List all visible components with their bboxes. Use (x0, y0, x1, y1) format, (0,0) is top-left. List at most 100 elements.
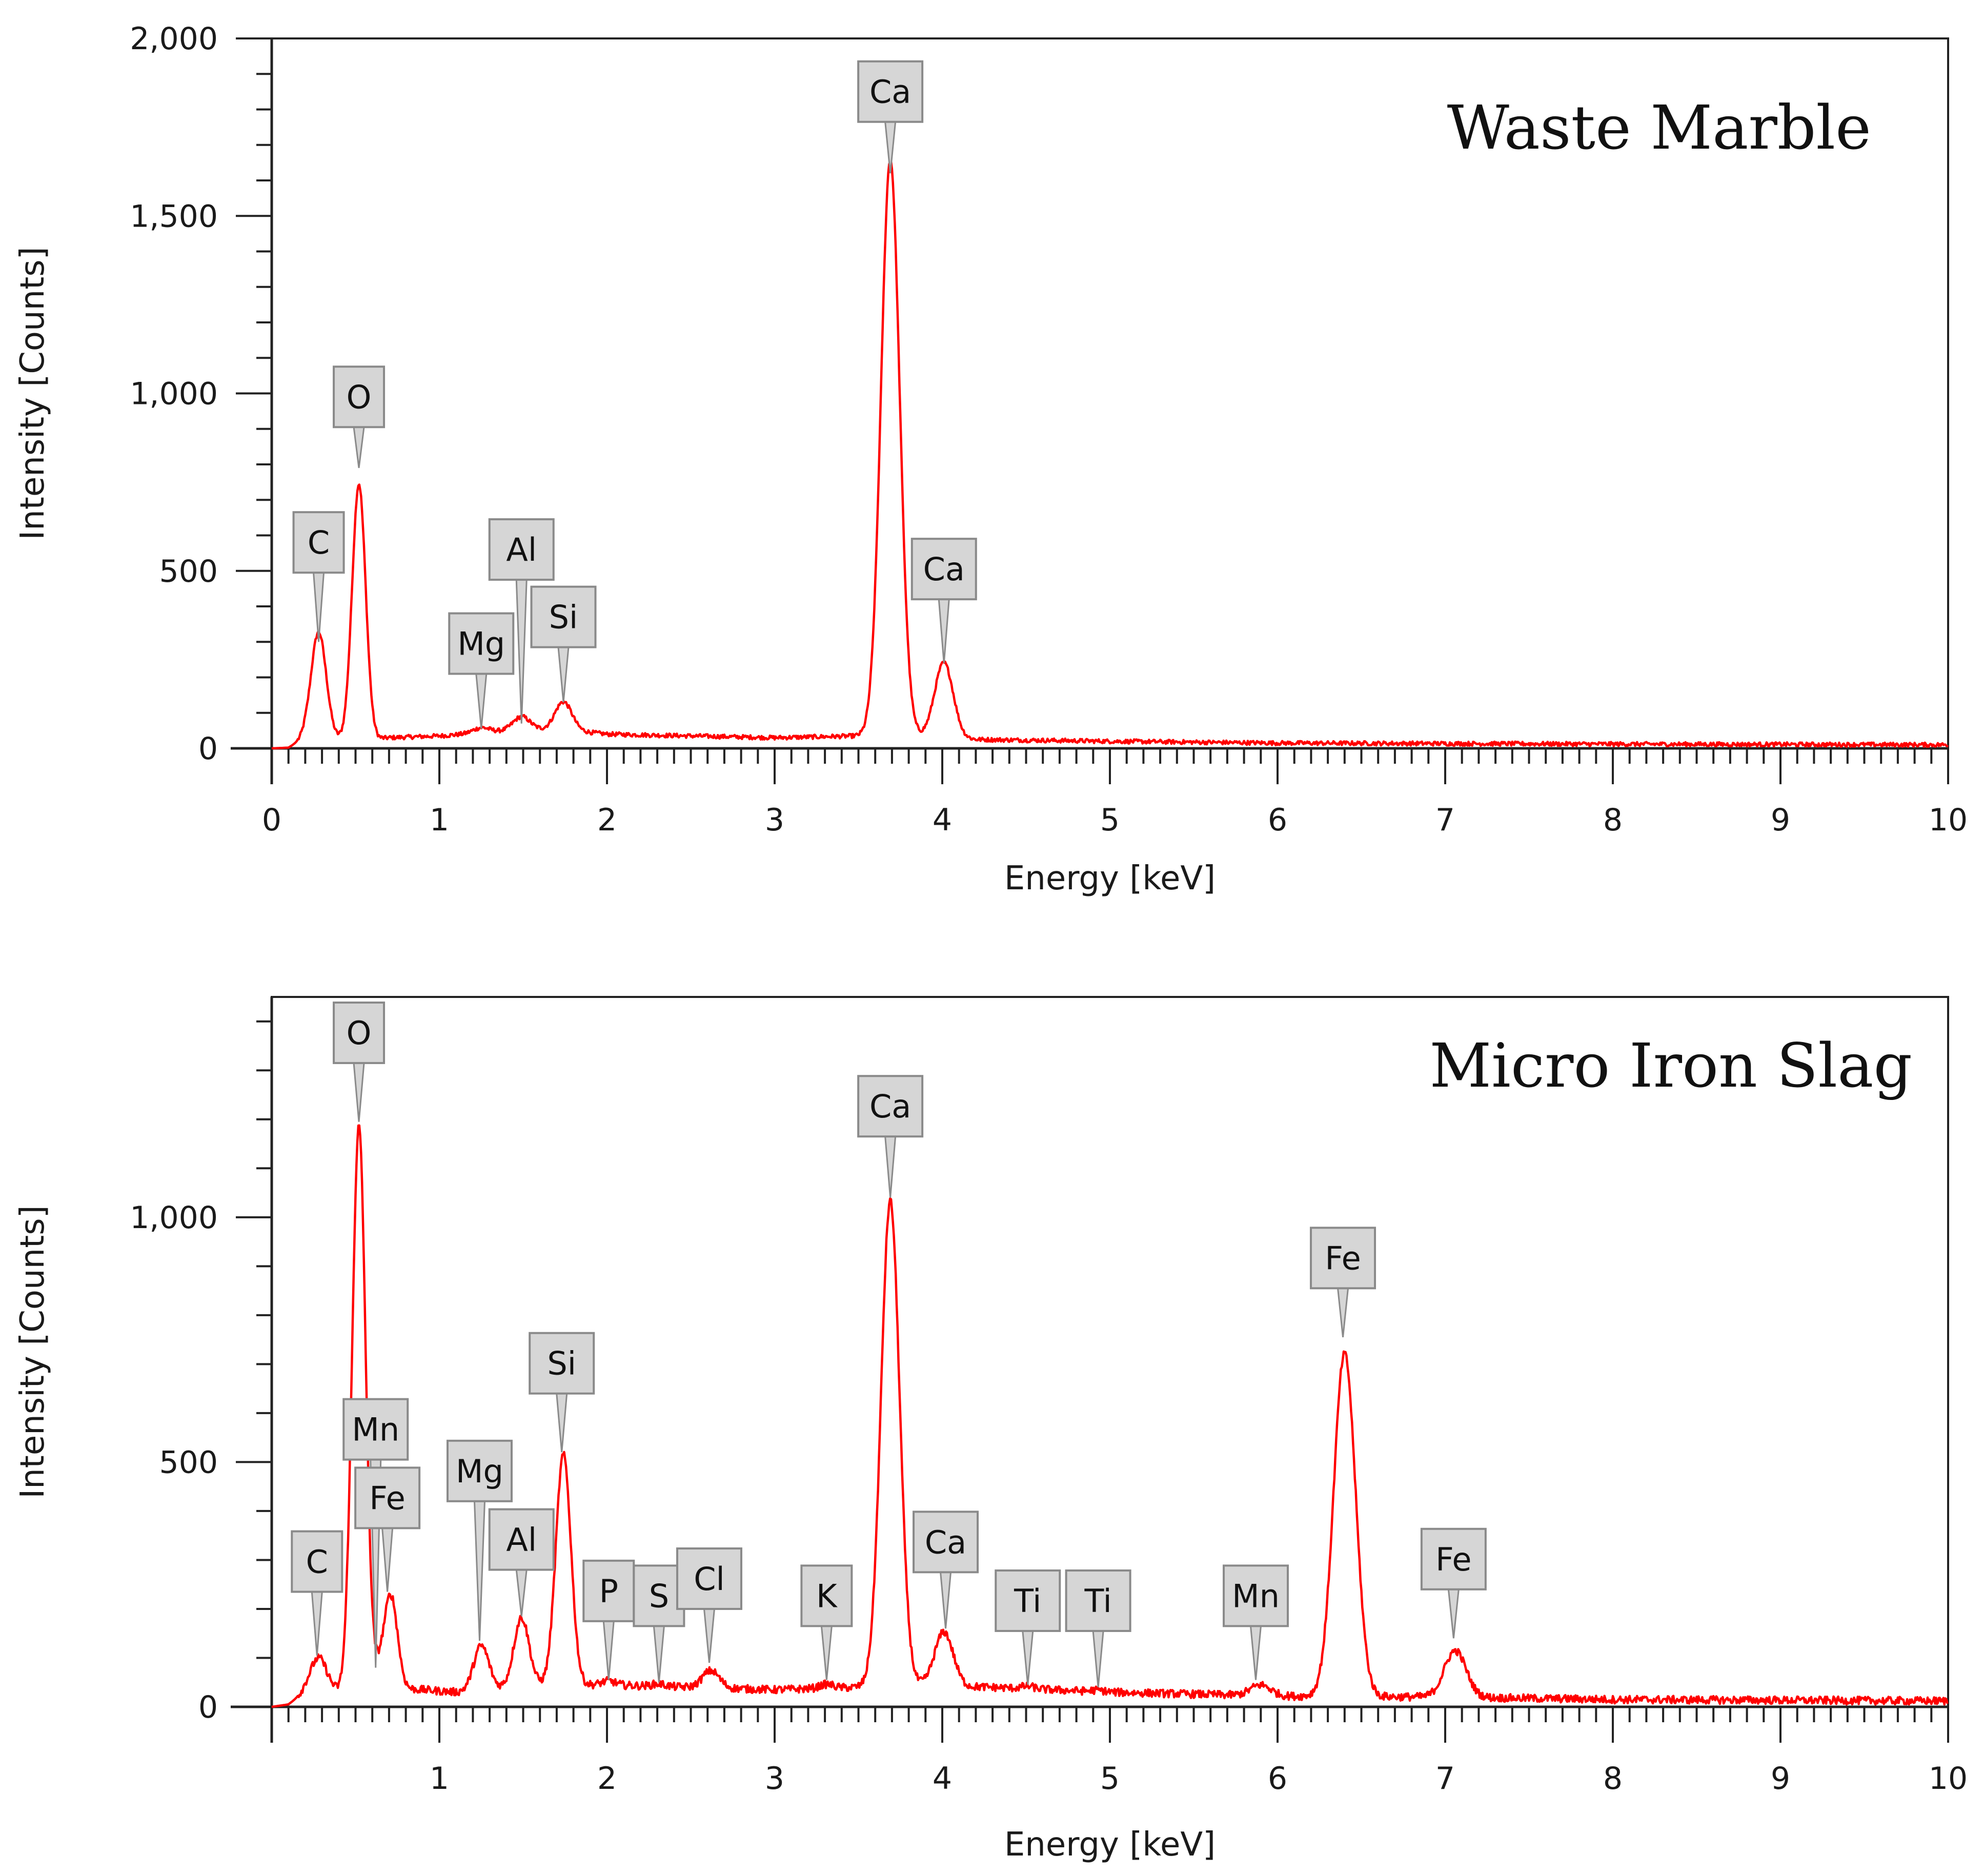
x-tick-label: 10 (1929, 802, 1968, 838)
peak-label-text: Al (506, 531, 537, 568)
peak-label-box (333, 1001, 386, 1064)
x-tick-label: 3 (765, 802, 784, 838)
chart-title: Micro Iron Slag (1429, 1030, 1912, 1101)
x-tick-label: 6 (1268, 1761, 1287, 1797)
peak-label-text: Fe (1435, 1541, 1471, 1578)
peak-label-mg: Mg (446, 1439, 513, 1641)
peak-label-box (529, 1332, 595, 1395)
y-tick-label: 500 (159, 554, 218, 589)
peak-label-text: Ti (1014, 1582, 1041, 1620)
x-tick-label: 1 (430, 802, 449, 838)
peak-label-box (800, 1564, 853, 1627)
peak-label-text: Si (549, 599, 578, 636)
y-tick-label: 0 (198, 731, 218, 767)
peak-label-box (1222, 1564, 1289, 1627)
x-axis-label: Energy [keV] (1004, 1826, 1216, 1864)
y-axis-label: Intensity [Counts] (14, 1205, 52, 1498)
peak-label-p: P (582, 1559, 635, 1680)
peak-label-ti: Ti (995, 1569, 1061, 1685)
peak-label-fe: Fe (1420, 1527, 1487, 1639)
peak-label-cl: Cl (676, 1547, 742, 1663)
peak-label-box (448, 612, 515, 675)
peak-label-o: O (333, 1001, 386, 1122)
peak-label-ca: Ca (857, 1075, 924, 1198)
x-tick-label: 10 (1929, 1761, 1968, 1797)
chart-title: Waste Marble (1447, 92, 1871, 163)
peak-label-fe: Fe (1310, 1227, 1376, 1338)
y-tick-label: 0 (198, 1689, 218, 1725)
x-tick-label: 8 (1603, 802, 1623, 838)
peak-label-text: Si (547, 1345, 576, 1382)
peak-label-al: Al (488, 1508, 555, 1617)
y-tick-label: 1,500 (130, 198, 218, 234)
peak-label-text: C (308, 524, 330, 561)
peak-label-al: Al (488, 518, 555, 724)
x-tick-label: 7 (1435, 1761, 1455, 1797)
waste-marble-panel: 0 1 2 3 4 5 6 7 8 9 10 0 500 1,000 1,500 2,000 Energy [k… (14, 21, 1968, 898)
peak-label-ti: Ti (1065, 1569, 1131, 1687)
peak-label-k: K (800, 1564, 853, 1680)
peak-label-box (342, 1398, 409, 1461)
y-tick-label: 500 (159, 1444, 218, 1480)
peak-label-box (857, 60, 924, 123)
peak-label-text: Ca (869, 1088, 911, 1125)
peak-label-box (446, 1439, 513, 1502)
peak-label-mn: Mn (342, 1398, 409, 1668)
peak-label-text: Ca (923, 550, 965, 588)
x-tick-label: 5 (1100, 802, 1120, 838)
peak-label-si: Si (530, 585, 597, 703)
peak-label-text: Fe (369, 1479, 405, 1517)
x-tick-label: 3 (765, 1761, 784, 1797)
peak-label-text: C (306, 1543, 328, 1581)
x-axis-label: Energy [keV] (1004, 860, 1216, 898)
peak-label-box (995, 1569, 1061, 1632)
peak-label-text: Mn (1232, 1577, 1280, 1615)
peak-label-ca: Ca (910, 538, 977, 663)
peak-label-box (354, 1466, 421, 1530)
peak-label-box (488, 518, 555, 581)
peak-label-text: Mg (456, 1453, 503, 1490)
peak-label-c: C (292, 511, 345, 642)
y-tick-label: 1,000 (130, 376, 218, 412)
x-tick-label: 1 (430, 1761, 449, 1797)
peak-label-text: Mg (457, 625, 505, 663)
peak-label-text: Ti (1084, 1582, 1112, 1620)
x-tick-label: 0 (262, 802, 281, 838)
peak-label-mn: Mn (1222, 1564, 1289, 1680)
peak-label-text: O (347, 1014, 372, 1052)
peak-label-fe: Fe (354, 1466, 421, 1592)
peak-label-box (1310, 1227, 1376, 1290)
peak-label-box (291, 1530, 343, 1593)
y-tick-label: 1,000 (130, 1200, 218, 1236)
spectrum-line (271, 1124, 1949, 1708)
peak-label-box (857, 1075, 924, 1138)
micro-iron-slag-panel: 1 2 3 4 5 6 7 8 9 10 0 500 1,000 Energy [keV] Intensit… (14, 996, 1968, 1864)
x-tick-label: 2 (597, 802, 617, 838)
spectrum-line (271, 160, 1949, 750)
peak-label-box (913, 1511, 979, 1574)
y-axis-label: Intensity [Counts] (14, 247, 52, 540)
peak-label-text: S (649, 1577, 669, 1615)
x-tick-label: 6 (1268, 802, 1287, 838)
peak-label-mg: Mg (448, 612, 515, 729)
x-tick-label: 9 (1771, 802, 1790, 838)
peak-label-box (333, 365, 386, 429)
peak-label-text: Ca (925, 1523, 966, 1561)
peak-label-text: K (816, 1577, 838, 1615)
peak-label-text: Ca (869, 73, 911, 111)
x-tick-label: 4 (933, 802, 952, 838)
peak-label-c: C (291, 1530, 343, 1656)
peak-label-ca: Ca (857, 60, 924, 174)
peak-label-text: Mn (352, 1411, 399, 1449)
peak-label-o: O (333, 365, 386, 468)
x-tick-label: 7 (1435, 802, 1455, 838)
peak-label-text: Cl (694, 1560, 725, 1598)
peak-label-text: O (347, 378, 372, 416)
x-tick-label: 4 (933, 1761, 952, 1797)
peak-label-box (488, 1508, 555, 1571)
peak-label-box (530, 585, 597, 648)
peak-label-box (633, 1564, 685, 1627)
x-tick-label: 9 (1771, 1761, 1790, 1797)
x-tick-label: 8 (1603, 1761, 1623, 1797)
